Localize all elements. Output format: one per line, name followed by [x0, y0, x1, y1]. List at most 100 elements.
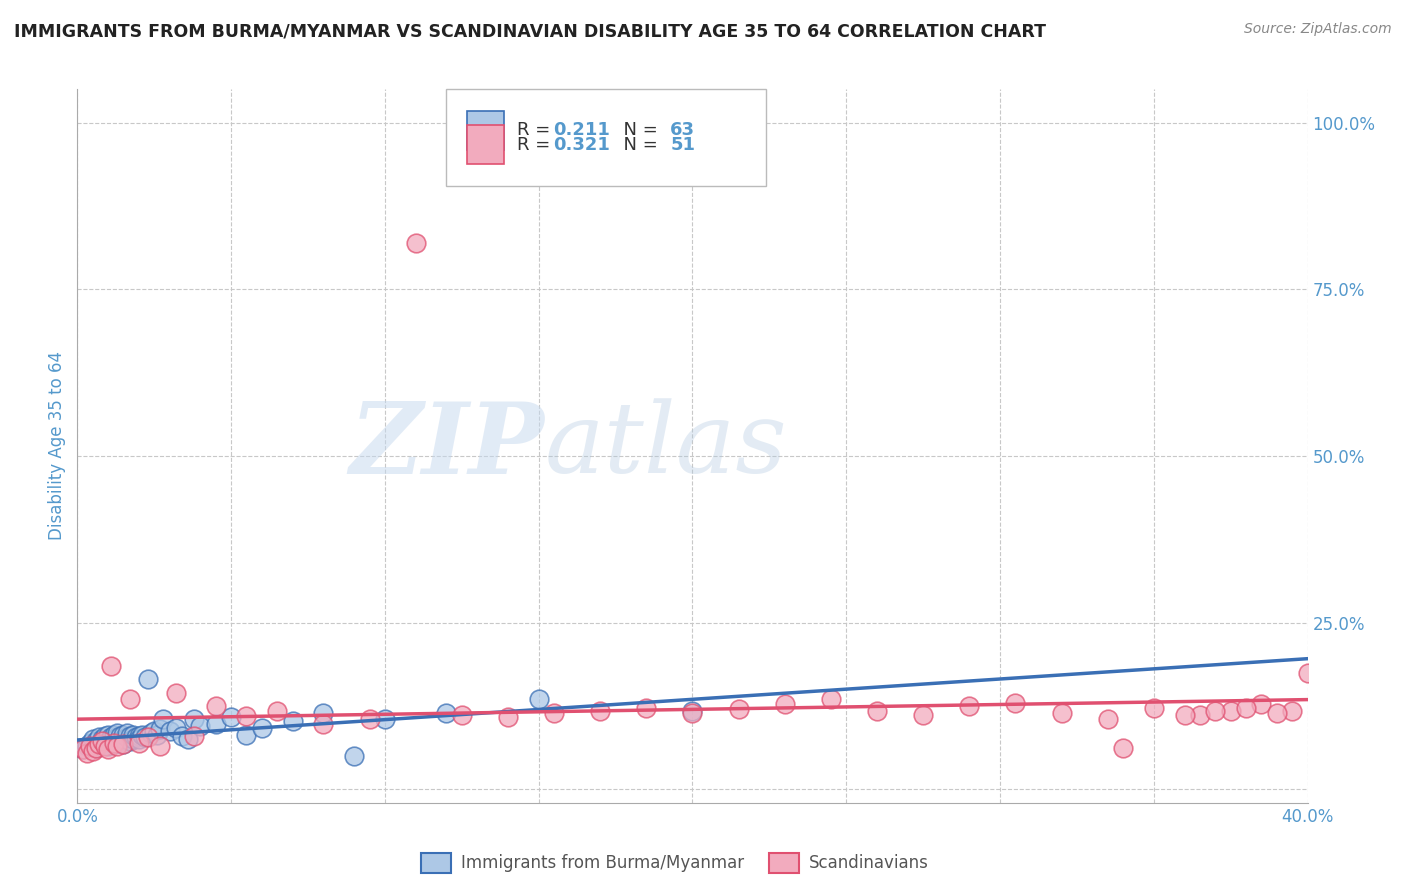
Text: atlas: atlas — [546, 399, 787, 493]
Point — [90, 732, 114, 747]
Point — [118, 729, 141, 743]
Point — [1234, 701, 1257, 715]
Point — [204, 717, 226, 731]
Point — [82, 732, 104, 747]
Point — [118, 734, 141, 748]
Point — [820, 692, 842, 706]
Point — [866, 704, 889, 718]
Point — [136, 673, 159, 687]
Point — [343, 749, 366, 764]
Point — [84, 734, 107, 748]
Point — [165, 721, 187, 735]
Point — [84, 741, 107, 756]
Point — [183, 729, 205, 743]
Point — [131, 728, 153, 742]
Point — [79, 739, 101, 753]
Point — [103, 736, 125, 750]
Point — [105, 736, 128, 750]
Point — [773, 697, 796, 711]
Point — [1143, 701, 1166, 715]
Point — [110, 729, 132, 743]
Point — [149, 723, 172, 737]
Legend: Immigrants from Burma/Myanmar, Scandinavians: Immigrants from Burma/Myanmar, Scandinav… — [415, 847, 935, 880]
Point — [105, 725, 128, 739]
Point — [103, 737, 125, 751]
Point — [312, 717, 335, 731]
Point — [183, 713, 205, 727]
Point — [204, 699, 226, 714]
Point — [100, 731, 122, 745]
Point — [97, 739, 120, 753]
Point — [115, 731, 138, 745]
Point — [1097, 713, 1119, 727]
Point — [374, 713, 396, 727]
Text: R =: R = — [516, 121, 555, 139]
Point — [1296, 665, 1319, 680]
Point — [1250, 697, 1272, 711]
Point — [1265, 706, 1288, 720]
Point — [82, 737, 104, 751]
Point — [636, 701, 658, 715]
Point — [146, 728, 169, 742]
Point — [100, 736, 122, 750]
Point — [1219, 704, 1241, 718]
Text: 0.321: 0.321 — [554, 136, 610, 153]
Point — [159, 723, 181, 738]
Point — [134, 731, 156, 745]
Point — [266, 704, 288, 718]
Point — [957, 699, 980, 714]
Text: 0.211: 0.211 — [554, 121, 610, 139]
Point — [112, 737, 135, 751]
Point — [121, 728, 143, 742]
Point — [84, 741, 107, 756]
Point — [87, 737, 110, 751]
Text: R =: R = — [516, 136, 555, 153]
Point — [682, 706, 704, 720]
Point — [165, 686, 187, 700]
Point — [312, 706, 335, 720]
Point — [219, 710, 242, 724]
Point — [1112, 741, 1135, 756]
Point — [97, 742, 120, 756]
Point — [128, 736, 150, 750]
Point — [170, 729, 193, 743]
Point — [527, 692, 550, 706]
Point — [589, 704, 612, 718]
Point — [100, 659, 122, 673]
Point — [76, 739, 98, 753]
Point — [1204, 704, 1226, 718]
Text: Source: ZipAtlas.com: Source: ZipAtlas.com — [1244, 22, 1392, 37]
Point — [97, 728, 120, 742]
Point — [149, 739, 172, 753]
Bar — [467, 111, 505, 150]
Point — [188, 719, 212, 733]
Point — [110, 734, 132, 748]
Point — [543, 706, 565, 720]
Point — [103, 732, 125, 747]
Point — [727, 702, 749, 716]
Point — [90, 736, 114, 750]
Point — [105, 739, 128, 753]
Point — [235, 709, 257, 723]
Point — [112, 728, 135, 742]
Point — [97, 734, 120, 748]
Text: IMMIGRANTS FROM BURMA/MYANMAR VS SCANDINAVIAN DISABILITY AGE 35 TO 64 CORRELATIO: IMMIGRANTS FROM BURMA/MYANMAR VS SCANDIN… — [14, 22, 1046, 40]
Point — [112, 737, 135, 751]
Point — [405, 235, 427, 250]
Point — [121, 732, 143, 747]
Point — [496, 710, 519, 724]
Point — [115, 725, 138, 739]
Point — [141, 725, 163, 739]
Point — [1281, 704, 1303, 718]
Point — [359, 713, 381, 727]
Point — [94, 739, 117, 753]
Point — [90, 734, 114, 748]
Text: N =: N = — [613, 136, 664, 153]
Point — [87, 739, 110, 753]
Point — [1174, 707, 1197, 722]
Text: 63: 63 — [671, 121, 696, 139]
Point — [76, 746, 98, 760]
Text: ZIP: ZIP — [350, 398, 546, 494]
Text: 51: 51 — [671, 136, 696, 153]
Point — [103, 728, 125, 742]
